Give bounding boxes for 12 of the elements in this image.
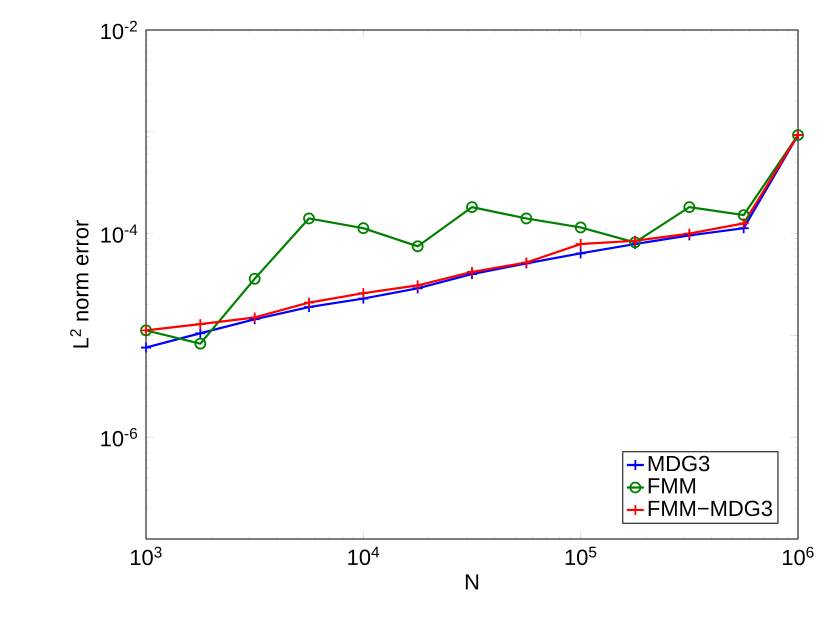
y-axis-title: L$^{2}$ norm error xyxy=(70,220,89,348)
x-tick-label: 10$^{6}$ xyxy=(782,546,814,566)
x-tick-label: 10$^{5}$ xyxy=(566,546,596,566)
x-axis-title: N xyxy=(466,574,478,590)
x-tick-label: 10$^{4}$ xyxy=(348,546,380,566)
x-tick-label: 10$^{3}$ xyxy=(130,546,162,566)
y-tick-label: 10$^{-6}$ xyxy=(101,428,138,446)
y-tick-label: 10$^{-4}$ xyxy=(101,224,138,243)
legend-label: FMM xyxy=(648,478,696,494)
legend-label: FMM−MDG3 xyxy=(648,500,772,516)
y-tick-label: 10$^{-2}$ xyxy=(101,20,137,40)
legend-label: MDG3 xyxy=(648,456,710,472)
